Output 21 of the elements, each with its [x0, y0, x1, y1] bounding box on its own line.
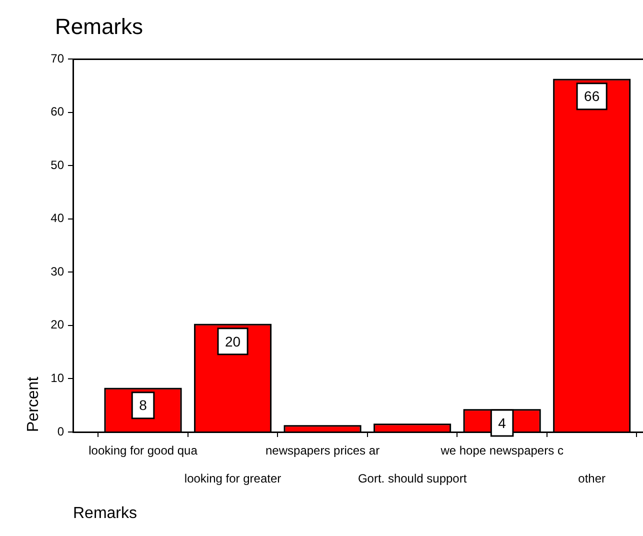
- y-tick-label: 50: [50, 158, 64, 172]
- x-tick-label: Gort. should support: [358, 471, 468, 486]
- x-axis-title: Remarks: [73, 504, 138, 522]
- y-tick-label: 70: [50, 51, 64, 66]
- data-label: 4: [498, 414, 506, 431]
- y-tick-label: 30: [50, 264, 64, 278]
- y-tick-label: 60: [50, 104, 64, 119]
- x-tick-label: looking for greater: [184, 471, 282, 486]
- data-label: 8: [139, 397, 148, 414]
- x-tick-label: we hope newspapers c: [440, 443, 564, 458]
- x-tick-label: newspapers prices ar: [266, 443, 380, 458]
- y-tick-label: 40: [50, 211, 64, 226]
- x-tick-label: looking for good qua: [88, 443, 198, 458]
- data-label: 20: [224, 333, 241, 350]
- y-axis-title: Percent: [25, 376, 42, 432]
- data-label: 66: [584, 88, 600, 104]
- y-tick-label: 10: [50, 371, 64, 386]
- x-tick-label: other: [578, 471, 606, 486]
- y-tick-label: 20: [50, 318, 64, 332]
- y-tick-label: 0: [57, 424, 64, 438]
- chart-title: Remarks: [55, 14, 144, 40]
